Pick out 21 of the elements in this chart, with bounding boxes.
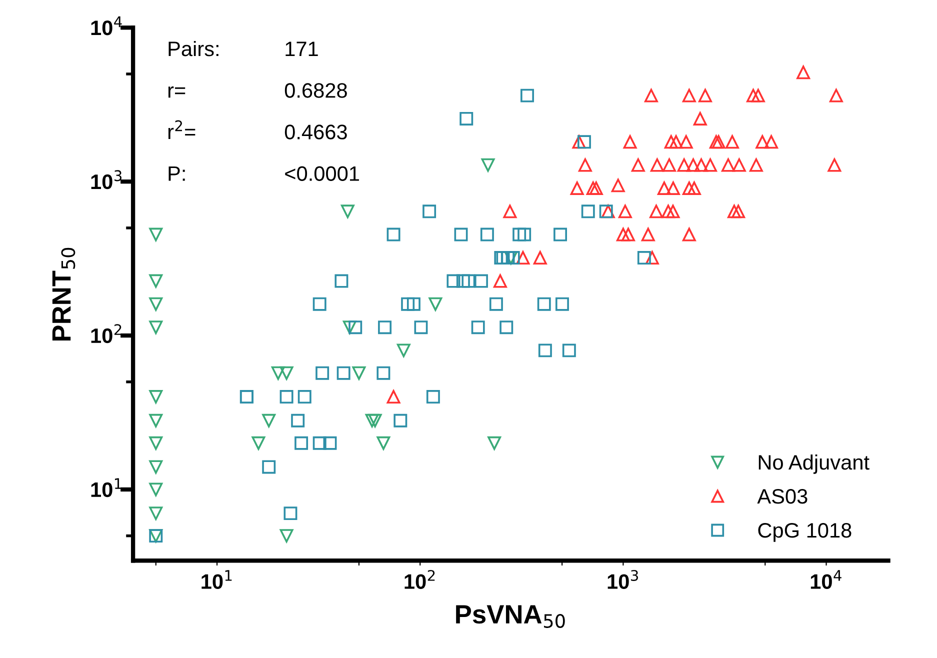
- y-tick-label: 10$^{2}$: [91, 324, 122, 344]
- legend-label: No Adjuvant: [758, 454, 870, 474]
- y-tick-label: 10$^{4}$: [91, 16, 122, 36]
- y-tick-label: 10$^{1}$: [91, 478, 122, 498]
- x-tick-label: 10$^{2}$: [404, 570, 435, 589]
- x-tick-label: 10$^{3}$: [608, 570, 638, 589]
- annotation: P:: [168, 166, 185, 181]
- x-axis-title: PsVNA$_{50}$: [456, 605, 565, 628]
- annotation: 0.6828: [284, 83, 347, 98]
- x-tick-label: 10$^{1}$: [202, 570, 232, 589]
- annotation: 171: [286, 42, 318, 56]
- annotation: r$^{2}$=: [168, 120, 196, 140]
- x-tick-label: 10$^{4}$: [810, 570, 842, 589]
- annotation: 0.4663: [284, 124, 347, 140]
- legend-label: CpG 1018: [758, 522, 852, 542]
- legend-label: AS03: [757, 488, 808, 504]
- annotation: Pairs:: [168, 40, 218, 56]
- annotation: <0.0001: [285, 166, 359, 181]
- y-axis-title: PRNT$_{50}$: [52, 248, 76, 341]
- annotation: r=: [168, 86, 186, 98]
- y-tick-label: 10$^{3}$: [91, 170, 122, 190]
